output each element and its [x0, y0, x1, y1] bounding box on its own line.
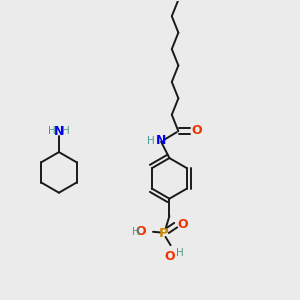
Text: O: O [136, 225, 146, 238]
Text: P: P [159, 227, 169, 240]
Text: H: H [132, 226, 140, 236]
Text: O: O [191, 124, 202, 137]
Text: O: O [177, 218, 188, 231]
Text: H: H [176, 248, 184, 258]
Text: N: N [156, 134, 166, 147]
Text: H: H [49, 126, 56, 136]
Text: H: H [147, 136, 154, 146]
Text: N: N [54, 125, 64, 138]
Text: H: H [62, 126, 70, 136]
Text: O: O [165, 250, 175, 263]
